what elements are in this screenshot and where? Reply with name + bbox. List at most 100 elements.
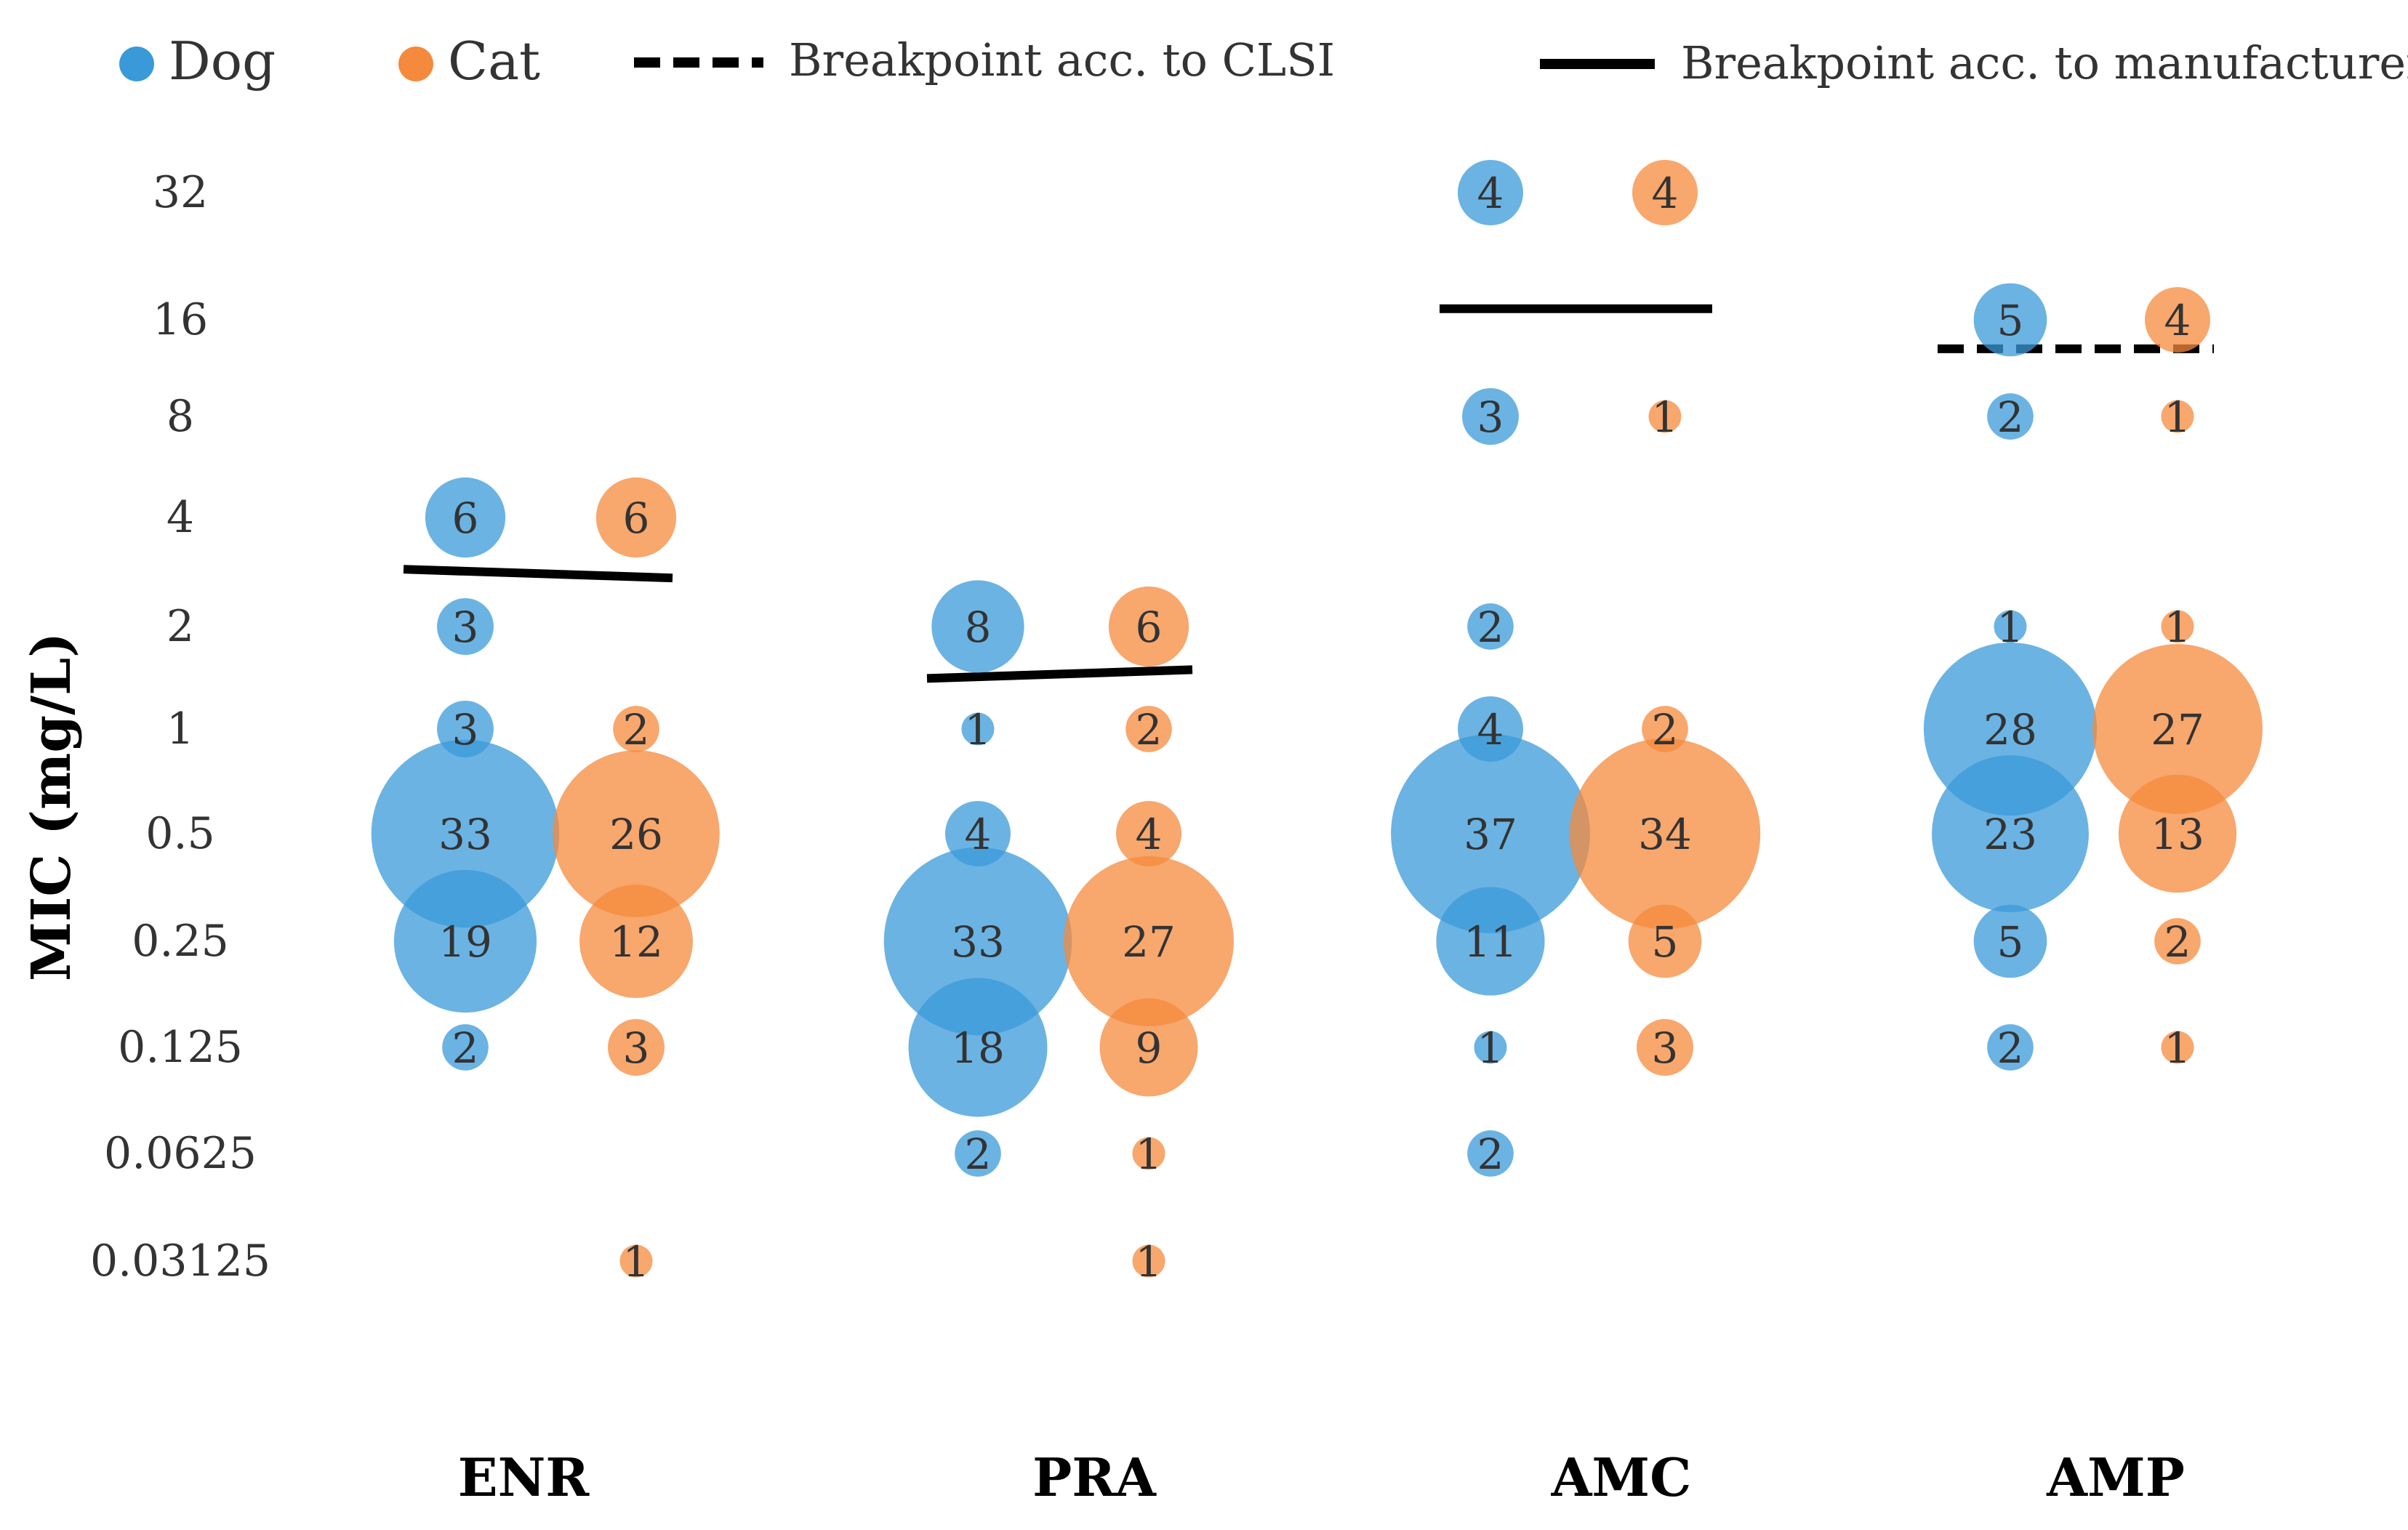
dog-bubble-count: 4 [965, 810, 992, 859]
dog-bubble-count: 37 [1464, 810, 1517, 859]
cat-bubble-count: 4 [1136, 810, 1163, 859]
dog-bubble-count: 2 [1477, 603, 1504, 652]
y-tick-label: 0.5 [145, 808, 214, 859]
cat-bubble-enr [608, 1019, 665, 1076]
breakpoint-line-enr-manufacturer [403, 565, 673, 583]
legend: Dog Cat Breakpoint acc. to CLSI Breakpoi… [119, 31, 2408, 92]
legend-clsi-label: Breakpoint acc. to CLSI [789, 33, 1335, 86]
cat-bubble-count: 1 [2164, 1023, 2191, 1073]
cat-bubble-amc [1637, 1019, 1693, 1076]
cat-bubble-count: 3 [623, 1023, 650, 1073]
cat-bubble-count: 6 [1136, 603, 1163, 652]
cat-bubble-amp [2161, 610, 2194, 643]
cat-bubble-amc [1628, 904, 1702, 978]
cat-bubble-pra [1132, 1244, 1165, 1278]
x-category-label-enr: ENR [458, 1446, 590, 1508]
x-category-label-amp: AMP [2046, 1446, 2185, 1508]
y-tick-label: 0.0625 [104, 1128, 257, 1179]
cat-bubble-pra [1108, 586, 1189, 667]
dog-bubble-count: 2 [452, 1023, 479, 1073]
dog-bubble-enr [393, 869, 537, 1013]
dog-bubble-enr [371, 739, 560, 928]
dog-bubble-count: 28 [1983, 705, 2037, 754]
cat-bubble-count: 3 [1652, 1023, 1679, 1073]
dog-bubble-count: 5 [1997, 917, 2024, 967]
y-tick-label: 0.125 [118, 1022, 243, 1073]
y-tick-label: 16 [153, 294, 208, 345]
cat-bubble-count: 1 [2164, 392, 2191, 442]
legend-cat-marker [398, 47, 433, 81]
cat-bubble-enr [619, 1244, 653, 1278]
dog-bubble-pra [908, 978, 1048, 1117]
cat-bubble-amp [2145, 287, 2210, 353]
dog-bubble-count: 4 [1477, 169, 1504, 218]
dog-bubble-count: 33 [951, 917, 1005, 967]
cat-bubble-pra [1125, 706, 1172, 752]
dog-bubble-amp [1987, 393, 2034, 440]
dog-bubble-count: 3 [1477, 392, 1504, 442]
x-category-label-pra: PRA [1032, 1446, 1157, 1508]
breakpoint-line-pra-manufacturer [926, 665, 1193, 683]
cat-bubble-amc [1632, 160, 1698, 225]
cat-bubble-count: 26 [609, 810, 663, 859]
cat-bubble-count: 1 [623, 1237, 650, 1287]
y-tick-label: 8 [166, 391, 194, 442]
x-axis-category-labels: ENR PRA AMC AMP [458, 1446, 2185, 1508]
dog-bubble-amc [1462, 388, 1519, 445]
dog-bubble-pra [883, 847, 1072, 1036]
bubbles [371, 160, 2263, 1278]
cat-bubble-count: 5 [1652, 917, 1679, 967]
y-tick-label: 32 [153, 167, 208, 218]
cat-bubble-count: 13 [2151, 810, 2204, 859]
cat-bubble-count: 2 [623, 705, 650, 754]
cat-bubble-count: 34 [1638, 810, 1692, 859]
cat-bubble-enr [553, 750, 720, 917]
cat-bubble-enr [579, 885, 693, 998]
dog-bubble-count: 3 [452, 603, 479, 652]
cat-bubble-count: 2 [2164, 917, 2191, 967]
dog-bubble-count: 3 [452, 705, 479, 754]
dog-bubble-amc [1467, 603, 1514, 650]
cat-bubble-count: 4 [1652, 169, 1679, 218]
dog-bubble-count: 2 [1997, 392, 2024, 442]
dog-bubble-enr [425, 477, 506, 558]
cat-bubble-amc [1569, 738, 1761, 930]
cat-bubble-amp [2161, 1031, 2194, 1064]
dog-bubble-enr [442, 1024, 489, 1071]
dog-bubble-count: 8 [965, 603, 992, 652]
legend-dog-marker [119, 47, 154, 81]
dog-bubble-count: 11 [1464, 917, 1517, 967]
cat-bubble-amp [2161, 400, 2194, 433]
cat-bubble-amp [2092, 644, 2263, 814]
cat-bubble-count: 6 [623, 494, 650, 543]
x-category-label-amc: AMC [1551, 1446, 1692, 1508]
cat-bubble-count: 27 [1122, 917, 1176, 967]
dog-bubble-count: 5 [1997, 296, 2024, 345]
cat-bubble-count: 2 [1652, 705, 1679, 754]
cat-bubble-enr [613, 706, 659, 752]
legend-manufacturer-label: Breakpoint acc. to manufacturer [1681, 36, 2408, 89]
dog-bubble-count: 33 [438, 810, 492, 859]
dog-bubble-count: 2 [1997, 1023, 2024, 1073]
cat-bubble-count: 4 [2164, 296, 2191, 345]
dog-bubble-enr [437, 598, 494, 655]
cat-bubble-count: 12 [609, 917, 663, 967]
dog-bubble-count: 1 [1997, 603, 2024, 652]
y-tick-label: 0.25 [132, 916, 229, 967]
cat-bubble-pra [1064, 856, 1234, 1026]
dog-bubble-amc [1474, 1031, 1507, 1064]
bubble-labels: 6333319281433182432437111252128235262261… [438, 169, 2204, 1287]
dog-bubble-count: 4 [1477, 705, 1504, 754]
cat-bubble-pra [1116, 801, 1181, 866]
breakpoint-lines [403, 304, 2214, 683]
y-tick-label: 0.03125 [90, 1236, 270, 1287]
cat-bubble-amp [2118, 774, 2237, 893]
cat-bubble-count: 9 [1136, 1023, 1163, 1073]
dog-bubble-pra [931, 580, 1024, 673]
dog-bubble-amp [1973, 904, 2047, 978]
cat-bubble-count: 2 [1136, 705, 1163, 754]
dog-bubble-count: 6 [452, 494, 479, 543]
dog-bubble-pra [955, 1130, 1001, 1177]
dog-bubble-count: 2 [1477, 1130, 1504, 1179]
y-axis-ticks: 32 16 8 4 2 1 0.5 0.25 0.125 0.0625 0.03125 [90, 167, 270, 1287]
